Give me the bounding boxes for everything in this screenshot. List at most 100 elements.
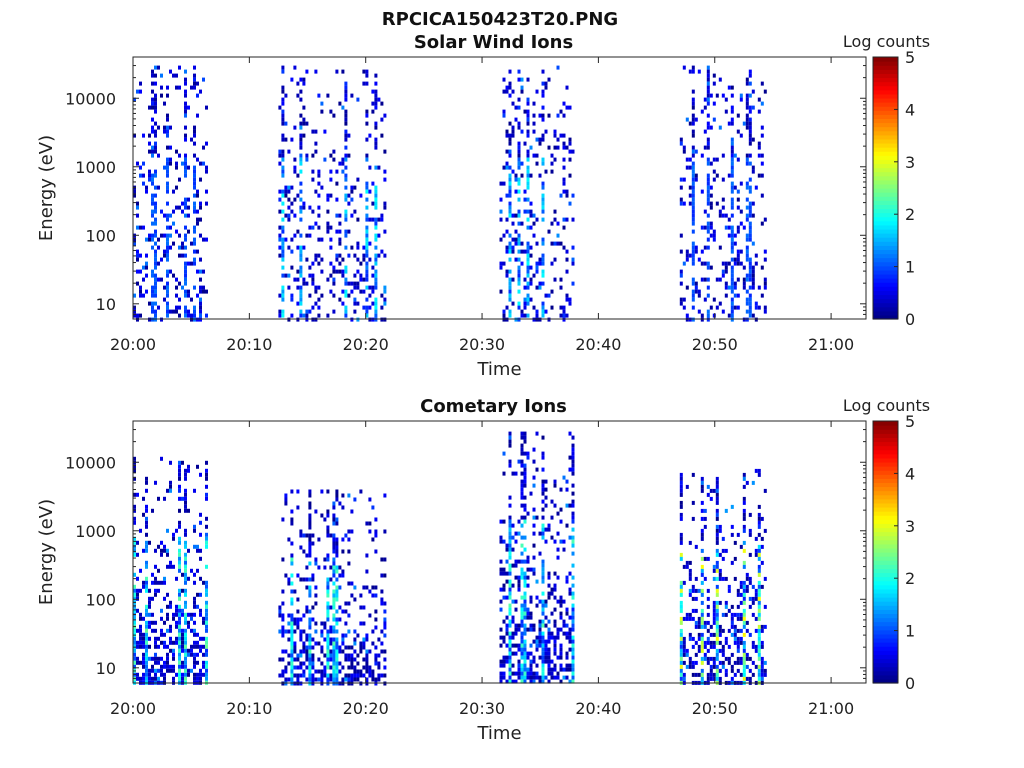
heatmap-cell — [338, 649, 342, 654]
heatmap-cell — [571, 503, 575, 508]
heatmap-cell — [748, 141, 752, 146]
heatmap-cell — [712, 604, 716, 609]
heatmap-cell — [541, 591, 545, 596]
heatmap-cell — [133, 237, 136, 242]
heatmap-cell — [544, 81, 548, 86]
heatmap-cell — [508, 293, 512, 298]
heatmap-cell — [745, 181, 749, 186]
colorbar-tick-label: 4 — [905, 464, 915, 483]
heatmap-cell — [736, 205, 740, 210]
heatmap-cell — [344, 309, 348, 314]
heatmap-cell — [163, 596, 166, 601]
heatmap-cell — [523, 479, 527, 484]
heatmap-cell — [526, 97, 530, 102]
heatmap-cell — [356, 285, 360, 290]
heatmap-cell — [718, 277, 722, 282]
heatmap-cell — [154, 145, 157, 150]
heatmap-cell — [205, 460, 208, 465]
heatmap-cell — [311, 645, 315, 650]
heatmap-cell — [532, 483, 536, 488]
heatmap-cell — [691, 133, 695, 138]
heatmap-cell — [700, 153, 704, 158]
heatmap-cell — [362, 81, 366, 86]
heatmap-cell — [571, 455, 575, 460]
colorbar-segment — [873, 531, 898, 537]
heatmap-cell — [317, 237, 321, 242]
heatmap-cell — [296, 269, 300, 274]
heatmap-cell — [278, 209, 282, 214]
heatmap-cell — [205, 600, 208, 605]
heatmap-cell — [544, 479, 548, 484]
heatmap-cell — [511, 663, 515, 668]
heatmap-cell — [332, 281, 336, 286]
heatmap-cell — [505, 305, 509, 310]
heatmap-cell — [547, 571, 551, 576]
heatmap-cell — [362, 277, 366, 282]
heatmap-cell — [308, 545, 312, 550]
heatmap-cell — [335, 169, 339, 174]
colorbar-segment — [873, 306, 898, 312]
heatmap-cell — [517, 289, 521, 294]
colorbar-segment — [873, 171, 898, 177]
heatmap-cell — [718, 568, 722, 573]
heatmap-cell — [529, 173, 533, 178]
heatmap-cell — [383, 573, 387, 578]
heatmap-cell — [133, 460, 136, 465]
colorbar-segment — [873, 441, 898, 447]
heatmap-cell — [757, 572, 761, 577]
heatmap-cell — [154, 129, 157, 134]
heatmap-cell — [368, 241, 372, 246]
heatmap-cell — [730, 117, 734, 122]
heatmap-cell — [145, 632, 148, 637]
heatmap-cell — [154, 676, 157, 681]
heatmap-cell — [739, 636, 743, 641]
heatmap-cell — [157, 65, 160, 70]
heatmap-cell — [151, 285, 154, 290]
heatmap-cell — [688, 576, 692, 581]
colorbar-segment — [873, 621, 898, 627]
x-tick-label: 20:00 — [110, 699, 156, 718]
heatmap-cell — [718, 209, 722, 214]
heatmap-cell — [571, 607, 575, 612]
heatmap-cell — [193, 133, 196, 138]
heatmap-cell — [523, 431, 527, 436]
heatmap-cell — [181, 644, 184, 649]
heatmap-cell — [511, 277, 515, 282]
heatmap-cell — [371, 593, 375, 598]
heatmap-cell — [335, 489, 339, 494]
heatmap-cell — [278, 233, 282, 238]
heatmap-cell — [139, 225, 142, 230]
heatmap-cell — [547, 575, 551, 580]
heatmap-cell — [184, 556, 187, 561]
heatmap-cell — [299, 617, 303, 622]
heatmap-cell — [205, 644, 208, 649]
heatmap-cell — [281, 253, 285, 258]
heatmap-cell — [190, 568, 193, 573]
heatmap-cell — [571, 611, 575, 616]
heatmap-cell — [326, 613, 330, 618]
heatmap-cell — [505, 161, 509, 166]
heatmap-cell — [284, 273, 288, 278]
heatmap-cell — [184, 245, 187, 250]
heatmap-cell — [365, 585, 369, 590]
heatmap-cell — [317, 181, 321, 186]
heatmap-cell — [133, 552, 136, 557]
heatmap-cell — [760, 293, 764, 298]
heatmap-cell — [187, 624, 190, 629]
heatmap-cell — [383, 633, 387, 638]
heatmap-cell — [532, 571, 536, 576]
heatmap-cell — [760, 101, 764, 106]
heatmap-cell — [365, 297, 369, 302]
heatmap-cell — [535, 161, 539, 166]
heatmap-cell — [353, 285, 357, 290]
heatmap-cell — [763, 249, 767, 254]
heatmap-cell — [568, 431, 572, 436]
heatmap-cell — [305, 553, 309, 558]
heatmap-cell — [715, 305, 719, 310]
heatmap-cell — [190, 137, 193, 142]
heatmap-cell — [362, 69, 366, 74]
heatmap-cell — [281, 229, 285, 234]
heatmap-cell — [341, 301, 345, 306]
heatmap-cell — [544, 129, 548, 134]
heatmap-cell — [151, 620, 154, 625]
